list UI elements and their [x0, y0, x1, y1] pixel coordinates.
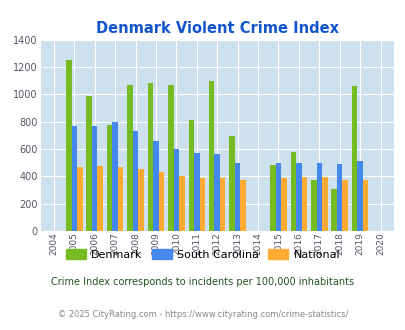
- Bar: [321, 177, 327, 231]
- Bar: [147, 83, 153, 231]
- Bar: [127, 85, 132, 231]
- Bar: [209, 81, 214, 231]
- Bar: [275, 163, 281, 231]
- Bar: [199, 178, 205, 231]
- Bar: [168, 85, 173, 231]
- Text: © 2025 CityRating.com - https://www.cityrating.com/crime-statistics/: © 2025 CityRating.com - https://www.city…: [58, 310, 347, 319]
- Legend: Denmark, South Carolina, National: Denmark, South Carolina, National: [61, 245, 344, 264]
- Bar: [220, 178, 225, 231]
- Bar: [158, 172, 164, 231]
- Bar: [240, 181, 245, 231]
- Bar: [330, 189, 336, 231]
- Bar: [270, 165, 275, 231]
- Bar: [71, 126, 77, 231]
- Bar: [112, 122, 117, 231]
- Title: Denmark Violent Crime Index: Denmark Violent Crime Index: [96, 21, 338, 36]
- Bar: [92, 126, 97, 231]
- Bar: [132, 131, 138, 231]
- Bar: [97, 166, 103, 231]
- Bar: [179, 176, 184, 231]
- Bar: [281, 178, 286, 231]
- Bar: [194, 153, 199, 231]
- Bar: [77, 167, 82, 231]
- Bar: [153, 141, 158, 231]
- Bar: [117, 167, 123, 231]
- Bar: [351, 86, 356, 231]
- Bar: [316, 163, 321, 231]
- Bar: [214, 154, 220, 231]
- Bar: [310, 180, 316, 231]
- Bar: [290, 152, 295, 231]
- Bar: [107, 125, 112, 231]
- Bar: [229, 136, 234, 231]
- Bar: [86, 96, 92, 231]
- Bar: [138, 170, 143, 231]
- Bar: [356, 161, 362, 231]
- Bar: [301, 177, 307, 231]
- Bar: [295, 163, 301, 231]
- Bar: [336, 164, 342, 231]
- Bar: [173, 149, 179, 231]
- Text: Crime Index corresponds to incidents per 100,000 inhabitants: Crime Index corresponds to incidents per…: [51, 278, 354, 287]
- Bar: [234, 163, 240, 231]
- Bar: [188, 120, 194, 231]
- Bar: [66, 60, 71, 231]
- Bar: [342, 180, 347, 231]
- Bar: [362, 180, 367, 231]
